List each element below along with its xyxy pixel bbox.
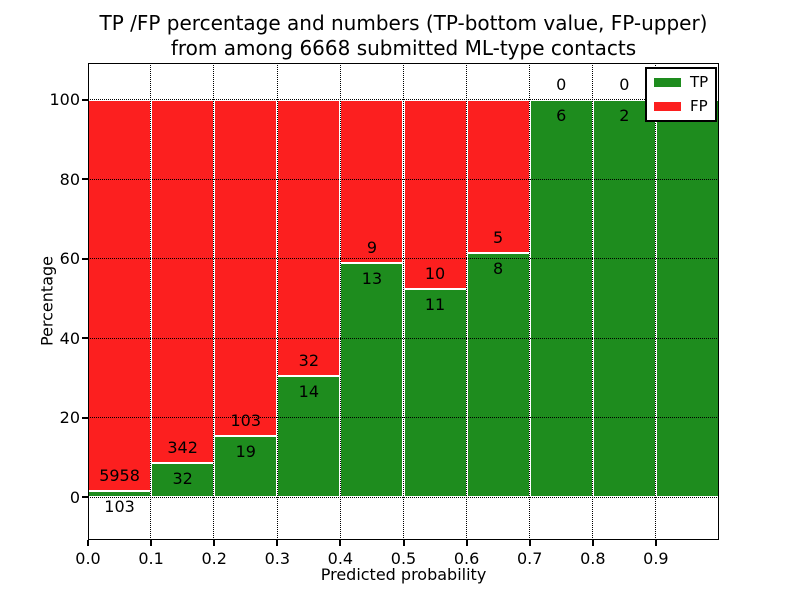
bar-tp-8 [592,99,656,498]
y-tick-60 [82,257,88,260]
annotation-fp-count-7: 0 [556,74,567,94]
y-tick-label-100: 100 [49,90,80,110]
bar-fp-6 [466,99,530,253]
y-tick-label-20: 20 [59,408,80,428]
x-tick-0.2 [213,540,216,546]
legend-label-tp: TP [690,73,709,91]
x-axis-label: Predicted probability [320,565,487,584]
annotation-tp-count-5: 11 [424,295,446,315]
annotation-fp-count-6: 5 [493,227,504,247]
annotation-fp-count-3: 32 [298,351,320,371]
x-tick-0.6 [465,540,468,546]
x-tick-label-0.2: 0.2 [201,549,227,568]
tp-swatch-icon [654,78,681,87]
x-tick-label-0.9: 0.9 [643,549,669,568]
annotation-tp-count-2: 19 [235,441,256,461]
gridline-v-0.8 [592,63,594,540]
y-tick-label-60: 60 [59,249,80,269]
x-tick-label-0.0: 0.0 [75,549,101,568]
annotation-fp-count-5: 10 [424,264,446,284]
annotation-tp-count-1: 32 [172,469,193,489]
y-tick-40 [82,337,88,340]
legend-label-fp: FP [690,97,708,115]
bar-tp-7 [529,99,593,498]
y-tick-label-40: 40 [59,328,80,348]
x-tick-0.0 [87,540,89,546]
x-tick-0.4 [339,540,342,546]
bar-tp-1 [151,463,215,498]
bar-tp-6 [466,252,530,498]
bar-fp-1 [151,99,215,464]
x-tick-label-0.6: 0.6 [453,549,480,568]
bar-tp-4 [340,262,404,498]
annotation-tp-count-8: 2 [619,105,630,125]
bar-fp-0 [88,99,152,491]
x-tick-label-0.1: 0.1 [138,549,164,568]
gridline-v-0.7 [528,63,530,540]
chart-title-line2: from among 6668 submitted ML-type contac… [170,36,637,60]
annotation-tp-count-6: 8 [493,258,504,278]
gridline-v-0.9 [655,63,657,540]
gridline-v-0.6 [465,63,467,540]
x-tick-0.8 [591,540,594,546]
bar-tp-9 [655,99,719,498]
x-tick-0.7 [528,540,531,546]
legend-item-tp: TP [654,75,708,90]
annotation-tp-count-3: 14 [298,382,320,402]
y-tick-20 [82,416,88,419]
x-tick-label-0.7: 0.7 [516,549,543,568]
legend-item-fp: FP [654,99,708,114]
bar-tp-2 [214,435,278,498]
y-tick-label-0: 0 [69,487,80,507]
x-tick-label-0.4: 0.4 [327,549,354,568]
gridline-v-0.5 [402,63,404,540]
x-tick-label-0.5: 0.5 [390,549,417,568]
x-tick-0.1 [150,540,153,546]
bar-fp-4 [340,99,404,263]
gridline-v-0.1 [150,63,152,540]
annotation-tp-count-0: 103 [104,496,135,516]
chart-title-line1: TP /FP percentage and numbers (TP-bottom… [99,11,708,35]
annotation-fp-count-0: 5958 [99,465,140,485]
x-tick-label-0.8: 0.8 [580,549,606,568]
annotation-fp-count-8: 0 [619,74,630,94]
gridline-v-0.2 [213,63,215,540]
bar-tp-5 [403,289,467,498]
y-tick-label-80: 80 [59,169,80,189]
annotation-fp-count-1: 342 [167,438,198,458]
x-tick-0.9 [654,540,657,546]
y-tick-0 [82,496,88,499]
gridline-v-0.3 [276,63,278,540]
bar-fp-5 [403,99,467,290]
x-tick-0.3 [276,540,279,546]
fp-swatch-icon [654,102,681,111]
x-tick-0.5 [402,540,405,546]
legend: TP FP [645,67,718,122]
annotation-fp-count-2: 103 [230,410,262,430]
y-tick-100 [82,98,88,101]
bar-fp-3 [277,99,341,377]
annotation-fp-count-4: 9 [366,237,378,257]
annotation-tp-count-7: 6 [556,105,567,125]
x-tick-label-0.3: 0.3 [264,549,291,568]
y-tick-80 [82,178,88,181]
gridline-v-0.4 [339,63,341,540]
annotation-tp-count-4: 13 [361,268,383,288]
chart-title: TP /FP percentage and numbers (TP-bottom… [88,11,719,61]
bar-fp-2 [214,99,278,436]
